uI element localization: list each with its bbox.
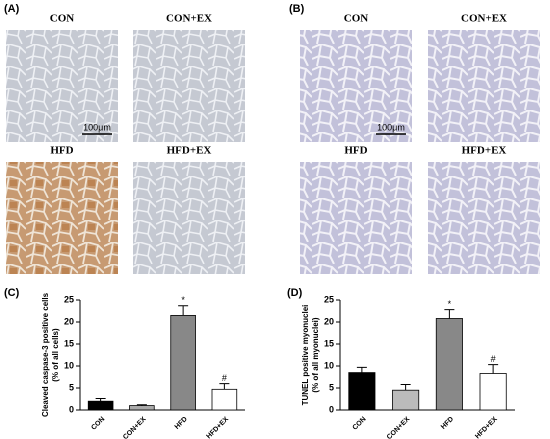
error-bar: [95, 398, 106, 402]
micrograph: [133, 30, 245, 142]
annotation: #: [222, 373, 227, 383]
panel-label: (C): [4, 287, 20, 299]
bar: [211, 388, 238, 411]
panel-label: (A): [4, 3, 20, 15]
annotation: *: [448, 299, 452, 309]
bar: [129, 405, 155, 411]
image-label: HFD: [50, 145, 73, 157]
y-tick-label: 5: [329, 382, 334, 392]
error-bar: [178, 305, 189, 316]
x-tick-label: HFD: [174, 416, 189, 431]
y-tick-label: 25: [324, 294, 334, 304]
panel-label: (B): [289, 3, 305, 15]
x-tick-label: CON+EX: [386, 416, 412, 439]
micrograph: [428, 30, 540, 142]
y-tick-label: 10: [324, 360, 334, 370]
image-label: CON+EX: [166, 13, 212, 25]
y-tick-label: 15: [64, 338, 74, 348]
bar: [479, 373, 507, 411]
y-axis-label: TUNEL positive myonuclei: [301, 305, 310, 406]
annotation: #: [491, 354, 496, 364]
micrograph: [300, 162, 412, 274]
y-tick-label: 25: [64, 294, 74, 304]
y-axis-label: (% of all cells): [51, 328, 60, 382]
error-bar: [444, 309, 455, 319]
y-axis-label: Cleaved caspase-3 positive cells: [41, 292, 50, 417]
micrograph: [6, 162, 118, 274]
micrograph: [300, 30, 412, 142]
image-label: HFD+EX: [462, 145, 507, 157]
y-tick-label: 10: [64, 360, 74, 370]
image-label: HFD+EX: [167, 145, 212, 157]
bar: [348, 372, 376, 411]
micrograph: [428, 162, 540, 274]
x-tick-label: CON+EX: [122, 416, 148, 439]
y-tick-label: 20: [324, 316, 334, 326]
x-tick-label: CON: [352, 416, 368, 432]
panel-label: (D): [287, 287, 303, 299]
x-tick-label: HFD+EX: [205, 416, 230, 439]
x-tick-label: HFD: [440, 416, 455, 431]
y-tick-label: 0: [329, 404, 334, 414]
bar: [392, 389, 420, 411]
bar: [87, 400, 114, 411]
annotation: *: [181, 295, 185, 305]
y-axis-label: (% of all myonuclei): [311, 317, 320, 392]
error-bar: [219, 383, 230, 390]
bar: [170, 314, 196, 411]
scale-label: 100μm: [83, 122, 111, 132]
error-bar: [136, 404, 147, 406]
y-tick-label: 5: [69, 382, 74, 392]
image-label: HFD: [344, 145, 367, 157]
y-tick-label: 15: [324, 338, 334, 348]
x-tick-label: HFD+EX: [474, 416, 499, 439]
image-label: CON+EX: [461, 13, 507, 25]
error-bar: [400, 383, 411, 391]
image-label: CON: [344, 13, 369, 25]
micrograph: [6, 30, 118, 142]
image-label: CON: [50, 13, 75, 25]
y-tick-label: 20: [64, 316, 74, 326]
bar: [435, 318, 463, 411]
x-tick-label: CON: [90, 416, 106, 432]
scale-label: 100μm: [377, 122, 405, 132]
y-tick-label: 0: [69, 404, 74, 414]
error-bar: [488, 364, 499, 374]
micrograph: [133, 162, 245, 274]
error-bar: [356, 366, 367, 373]
